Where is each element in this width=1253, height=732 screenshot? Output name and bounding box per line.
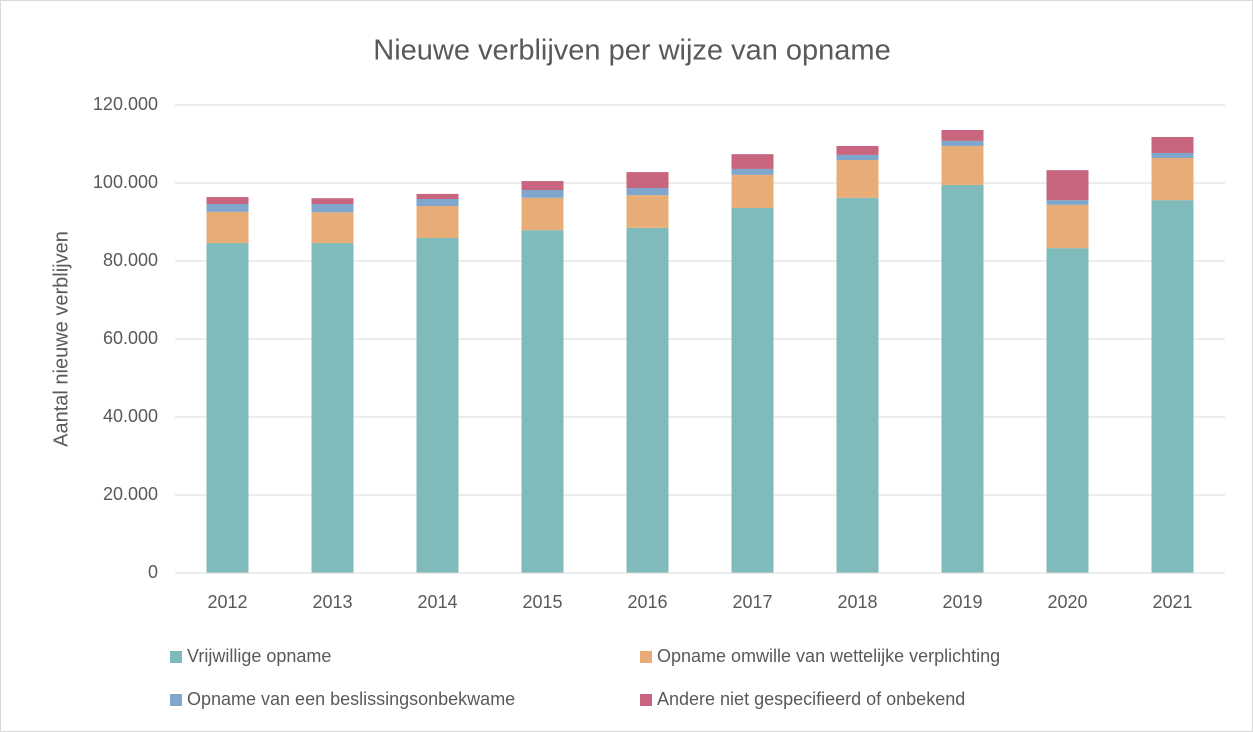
bar-segment	[1151, 200, 1194, 573]
legend-label: Opname van een beslissingsonbekwame	[187, 689, 515, 709]
bar-segment	[941, 184, 984, 573]
bar-segment	[311, 198, 354, 205]
legend-swatch	[170, 651, 182, 663]
x-tick-label: 2021	[1152, 592, 1192, 612]
legend-swatch	[170, 694, 182, 706]
legend-label: Vrijwillige opname	[187, 646, 331, 666]
bar-segment	[836, 197, 879, 573]
bar-segment	[416, 198, 459, 207]
x-tick-label: 2018	[837, 592, 877, 612]
bar-segment	[206, 211, 249, 244]
bar-segment	[1046, 170, 1089, 201]
bar-segment	[1151, 136, 1194, 153]
y-tick-label: 60.000	[103, 328, 158, 348]
bar-segment	[836, 145, 879, 155]
bar-segment	[521, 190, 564, 198]
bar-segment	[836, 159, 879, 198]
chart-title: Nieuwe verblijven per wijze van opname	[373, 35, 890, 67]
bar-segment	[941, 145, 984, 185]
bar-segment	[1151, 152, 1194, 159]
bar-segment	[416, 193, 459, 199]
y-tick-label: 0	[148, 562, 158, 582]
bar-segment	[1151, 158, 1194, 201]
bar-segment	[1046, 248, 1089, 573]
bar-segment	[311, 204, 354, 213]
bar-segment	[941, 129, 984, 141]
legend-swatch	[640, 694, 652, 706]
bar-segment	[416, 237, 459, 574]
bar-segment	[521, 197, 564, 231]
bar-segment	[206, 197, 249, 205]
bar-segment	[626, 172, 669, 189]
bar-segment	[206, 243, 249, 573]
bar-segment	[626, 195, 669, 228]
bar-segment	[1046, 204, 1089, 249]
x-tick-label: 2017	[732, 592, 772, 612]
bar-segment	[416, 206, 459, 238]
bar-segment	[731, 207, 774, 573]
y-tick-label: 100.000	[93, 172, 158, 192]
bar-segment	[206, 204, 249, 212]
bar-segment	[311, 243, 354, 573]
y-tick-label: 80.000	[103, 250, 158, 270]
x-tick-label: 2019	[942, 592, 982, 612]
bar-segment	[836, 154, 879, 160]
bar-segment	[521, 230, 564, 573]
legend-label: Opname omwille van wettelijke verplichti…	[657, 646, 1000, 666]
y-tick-label: 120.000	[93, 94, 158, 114]
x-tick-label: 2016	[627, 592, 667, 612]
legend-swatch	[640, 651, 652, 663]
x-tick-label: 2014	[417, 592, 457, 612]
bar-segment	[731, 154, 774, 169]
x-tick-label: 2012	[207, 592, 247, 612]
y-tick-label: 40.000	[103, 406, 158, 426]
legend-label: Andere niet gespecifieerd of onbekend	[657, 689, 965, 709]
bar-segment	[521, 181, 564, 191]
bar-segment	[626, 188, 669, 196]
bar-segment	[1046, 200, 1089, 205]
x-tick-label: 2020	[1047, 592, 1087, 612]
y-tick-label: 20.000	[103, 484, 158, 504]
bar-segment	[626, 227, 669, 573]
x-tick-label: 2015	[522, 592, 562, 612]
bar-segment	[731, 174, 774, 208]
y-axis-title: Aantal nieuwe verblijven	[50, 231, 72, 447]
bar-segment	[731, 168, 774, 175]
x-tick-label: 2013	[312, 592, 352, 612]
bar-segment	[311, 212, 354, 244]
bar-segment	[941, 140, 984, 146]
